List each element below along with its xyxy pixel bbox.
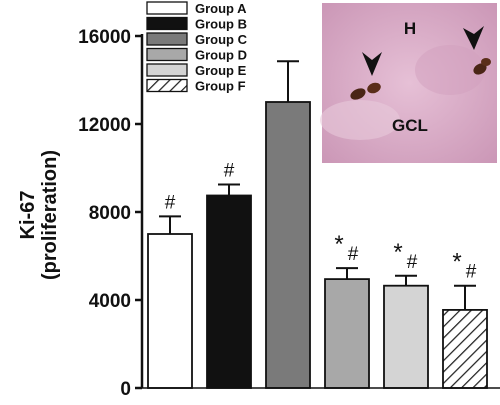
legend-swatch	[146, 63, 188, 77]
y-axis-label-line2: (proliferation)	[39, 150, 61, 280]
inset-label-gcl: GCL	[392, 116, 428, 135]
y-tick-label: 8000	[89, 203, 131, 224]
y-axis-label-line1: Ki-67	[17, 191, 39, 240]
arrowhead-icon	[463, 26, 484, 50]
inset-texture	[415, 45, 485, 95]
bar-annotations: ##* # * # * #	[165, 161, 477, 283]
bar-group-e	[383, 284, 429, 389]
inset-label-h: H	[404, 19, 416, 38]
arrowhead-icon	[362, 52, 382, 76]
bar-annotation-star: *	[334, 231, 343, 258]
y-tick-label: 16000	[78, 27, 131, 48]
bar-annotation-hash: #	[466, 262, 477, 283]
bar-group-c	[265, 101, 311, 389]
legend-label: Group B	[195, 17, 247, 32]
bar-annotation: #	[165, 192, 176, 213]
bar-group-a	[147, 233, 193, 389]
y-tick-label: 4000	[89, 291, 131, 312]
legend-label: Group F	[195, 79, 246, 94]
legend-swatch	[146, 47, 188, 62]
y-axis-label: Ki-67 (proliferation)	[17, 150, 61, 280]
bar-group-b	[206, 194, 252, 389]
inset-micrograph: H GCL	[320, 3, 497, 163]
bar-group-f	[442, 308, 488, 389]
bar-annotation-hash: #	[407, 252, 418, 273]
y-tick-label: 12000	[78, 115, 131, 136]
legend-swatch	[146, 78, 188, 93]
stained-cell	[350, 88, 366, 100]
y-tick-label: 0	[120, 379, 131, 400]
bar-annotation-hash: #	[348, 244, 359, 265]
legend-label: Group A	[195, 1, 247, 16]
inset-texture	[320, 100, 400, 140]
stained-cell	[473, 63, 487, 75]
legend-swatch	[146, 1, 188, 15]
bar-annotation-star: *	[393, 239, 402, 266]
bar-annotation-star: *	[452, 249, 461, 276]
legend-label: Group C	[195, 32, 248, 47]
legend-label: Group E	[195, 63, 247, 78]
bar-group-d	[324, 278, 370, 389]
legend-swatch	[146, 16, 188, 31]
bars	[142, 60, 500, 389]
y-axis: 0 4000 8000 12000 16000	[78, 27, 144, 400]
legend-swatch	[146, 32, 188, 46]
legend-label: Group D	[195, 48, 247, 63]
stained-cell	[367, 82, 381, 94]
bar-annotation: #	[224, 161, 235, 182]
stained-cell	[481, 58, 491, 66]
